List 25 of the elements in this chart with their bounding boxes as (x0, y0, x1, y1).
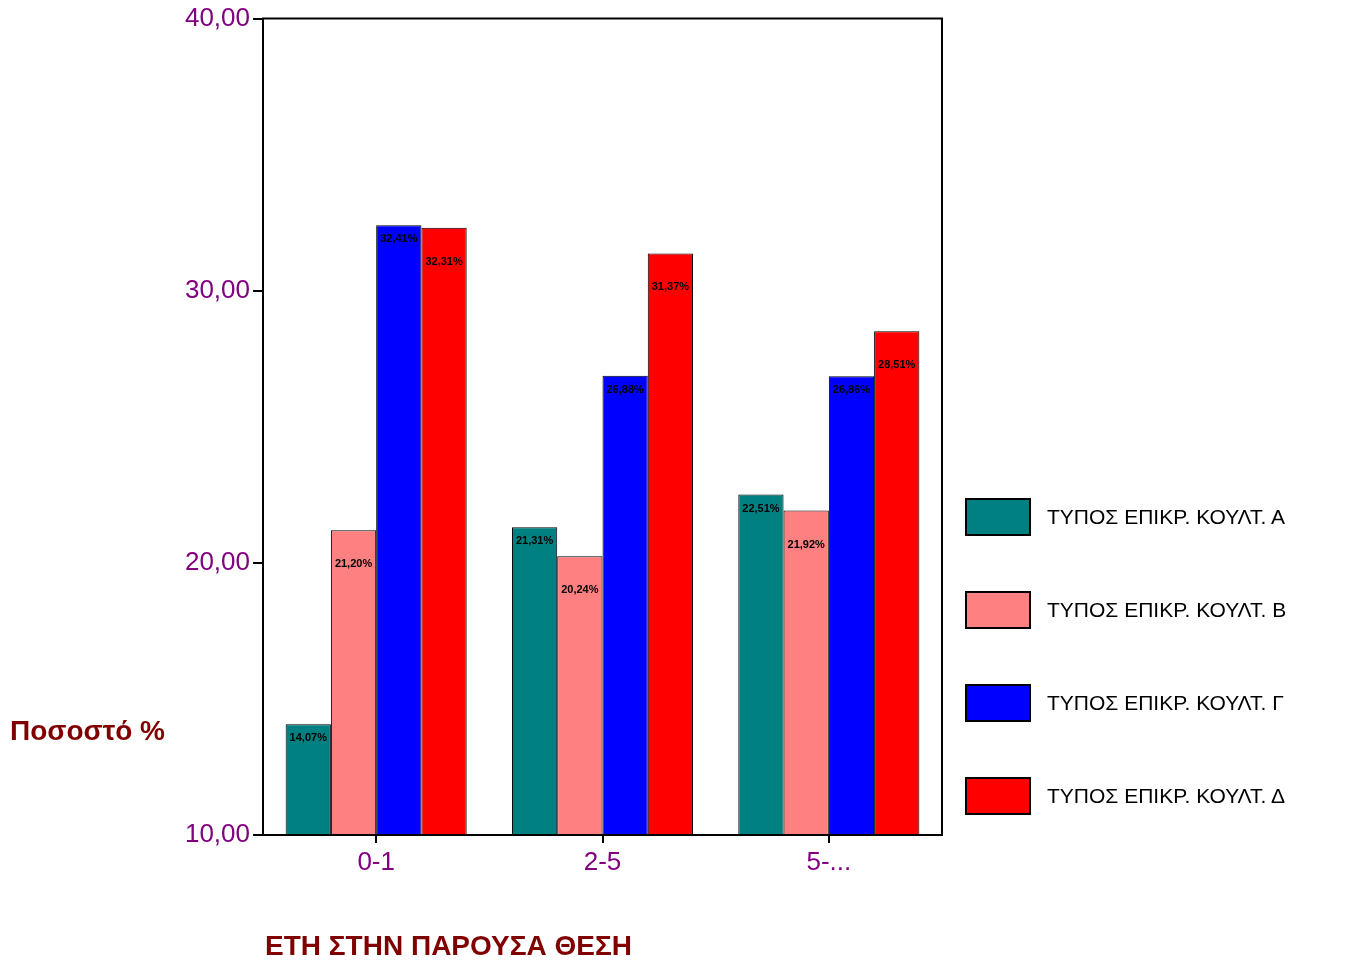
legend-label: ΤΥΠΟΣ ΕΠΙΚΡ. ΚΟΥΛΤ. Β (1047, 597, 1287, 622)
y-tick-label: 10,00 (184, 818, 250, 849)
x-tick-label: 5-... (806, 845, 852, 876)
data-label: 32,41% (380, 232, 418, 245)
x-tick-label: 2-5 (583, 845, 622, 876)
x-tick-label: 0-1 (357, 845, 395, 876)
data-label: 28,51% (878, 358, 916, 371)
legend-label: ΤΥΠΟΣ ΕΠΙΚΡ. ΚΟΥΛΤ. Γ (1047, 690, 1284, 715)
x-axis-title: ΕΤΗ ΣΤΗΝ ΠΑΡΟΥΣΑ ΘΕΣΗ (265, 930, 632, 962)
data-label: 21,20% (334, 557, 373, 570)
legend-label: ΤΥΠΟΣ ΕΠΙΚΡ. ΚΟΥΛΤ. Δ (1047, 783, 1286, 808)
y-tick-label: 40,00 (184, 1, 250, 32)
y-axis-title: Ποσοστό % (10, 715, 166, 747)
data-label: 31,37% (651, 280, 690, 293)
data-label: 20,24% (561, 583, 599, 596)
y-tick-label: 30,00 (184, 273, 250, 304)
data-label: 22,51% (742, 501, 780, 514)
legend-label: ΤΥΠΟΣ ΕΠΙΚΡ. ΚΟΥΛΤ. Α (1047, 504, 1286, 529)
data-label: 14,07% (289, 731, 328, 744)
data-label: 21,31% (515, 534, 554, 547)
data-label: 26,86% (832, 383, 871, 396)
data-label: 26,88% (606, 382, 644, 395)
data-label: 32,31% (425, 254, 463, 267)
data-label: 21,92% (787, 537, 826, 550)
y-tick-label: 20,00 (184, 546, 250, 577)
